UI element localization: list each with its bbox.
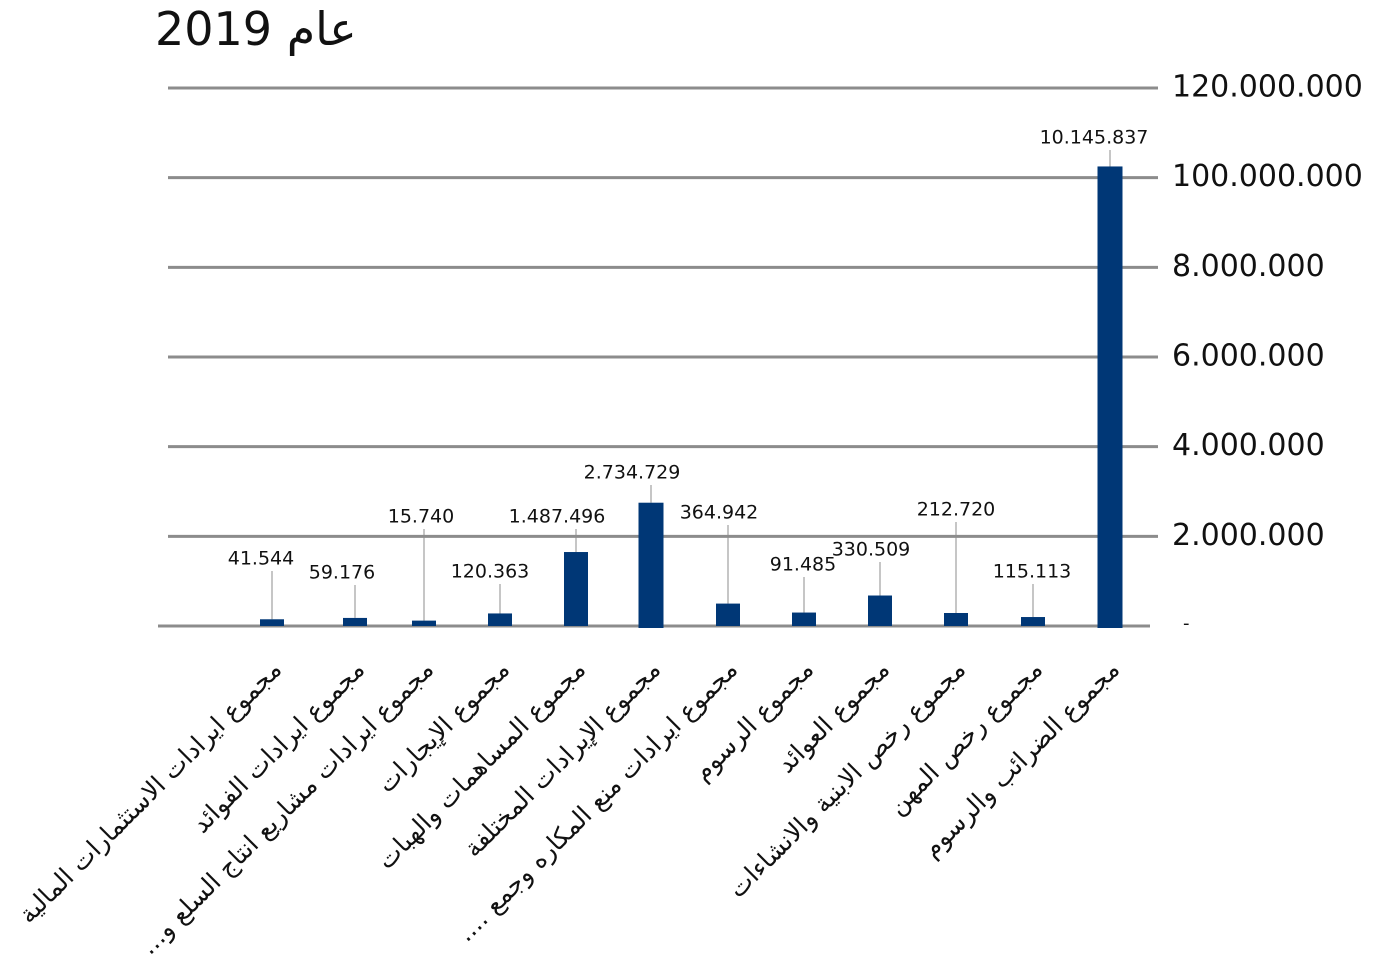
category-label: مجموع ايرادات مشاريع انتاج السلع و... xyxy=(134,655,440,961)
data-label: 1.487.496 xyxy=(509,506,606,528)
data-label: 212.720 xyxy=(917,499,996,521)
bar xyxy=(564,552,588,626)
bar xyxy=(638,502,664,628)
bar xyxy=(260,619,284,626)
data-label: 330.509 xyxy=(832,539,911,561)
y-tick-label: 2.000.000 xyxy=(1172,518,1325,553)
data-label: 364.942 xyxy=(680,502,759,524)
data-label: 10.145.837 xyxy=(1040,127,1149,149)
bar xyxy=(792,612,816,626)
y-tick-label: 6.000.000 xyxy=(1172,339,1325,374)
data-label: 59.176 xyxy=(309,562,375,584)
bar xyxy=(412,620,436,626)
data-label: 120.363 xyxy=(451,561,530,583)
y-tick-label: 4.000.000 xyxy=(1172,428,1325,463)
bar xyxy=(1097,166,1123,629)
y-tick-label: 100.000.000 xyxy=(1172,159,1363,194)
y-tick-label: 120.000.000 xyxy=(1172,70,1363,105)
y-tick-label: - xyxy=(1183,613,1190,634)
data-label: 15.740 xyxy=(388,506,454,528)
bar xyxy=(1021,617,1045,626)
data-label: 115.113 xyxy=(993,561,1072,583)
category-label: مجموع الإيجارات xyxy=(371,655,515,799)
bar xyxy=(868,595,892,626)
data-label: 41.544 xyxy=(228,548,294,570)
bar xyxy=(716,603,740,626)
category-label: مجموع ايرادات منع المكاره وجمع .... xyxy=(451,655,744,948)
data-label: 91.485 xyxy=(770,554,836,576)
bar xyxy=(343,617,367,626)
y-tick-label: 8.000.000 xyxy=(1172,249,1325,284)
bar xyxy=(488,613,512,626)
data-label: 2.734.729 xyxy=(584,462,681,484)
bar xyxy=(944,612,968,626)
chart-title: عام 2019 xyxy=(155,2,357,56)
